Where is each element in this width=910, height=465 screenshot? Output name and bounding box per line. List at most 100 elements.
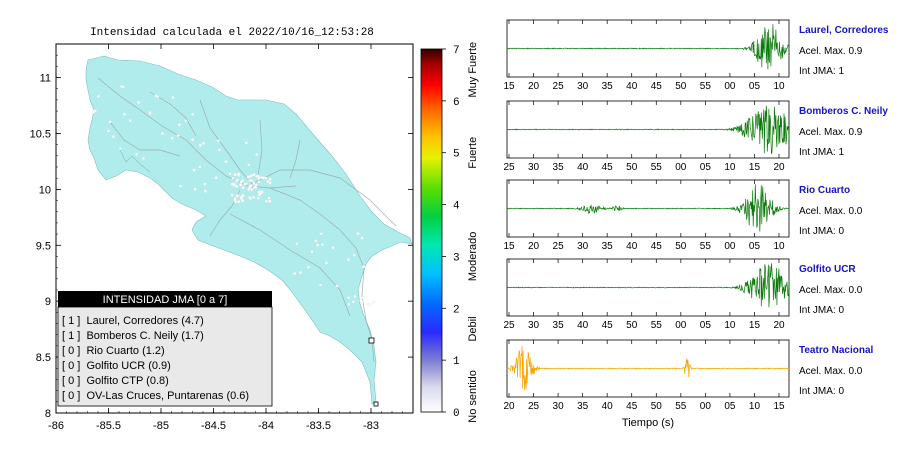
- waveform-tick-label: 50: [675, 81, 687, 92]
- waveform-tick-label: 30: [528, 162, 540, 173]
- station-dot: [171, 95, 175, 100]
- station-dot: [232, 183, 237, 187]
- station-dot: [141, 156, 146, 160]
- map-title: Intensidad calculada el 2022/10/16_12:53…: [90, 27, 374, 39]
- station-dot: [244, 141, 248, 145]
- station-dot: [191, 138, 195, 142]
- station-dot: [111, 135, 115, 139]
- waveform-tick-label: 45: [651, 81, 663, 92]
- waveform-station-name: Teatro Nacional: [799, 345, 873, 356]
- station-dot: [262, 176, 266, 180]
- station-dot: [108, 120, 112, 124]
- station-dot: [235, 178, 239, 182]
- colorbar-tick-label: 3: [453, 252, 460, 264]
- station-dot: [359, 283, 363, 287]
- waveform-jma: Int JMA: 0: [799, 386, 844, 397]
- legend-body: [57, 306, 273, 407]
- waveform-trace: [506, 346, 790, 391]
- station-dot: [217, 148, 221, 152]
- waveform-jma: Int JMA: 0: [799, 226, 844, 237]
- station-dot: [268, 199, 272, 203]
- station-dot: [235, 184, 239, 188]
- station-dot: [184, 119, 188, 123]
- station-dot: [216, 139, 220, 143]
- station-dot: [324, 261, 329, 265]
- waveform-tick-label: 40: [577, 320, 589, 331]
- station-dot: [233, 173, 237, 177]
- station-dot: [252, 181, 256, 185]
- station-dot: [147, 180, 151, 184]
- waveform-tick-label: 35: [602, 81, 614, 92]
- waveform-tick-label: 45: [651, 241, 663, 252]
- station-dot: [121, 85, 125, 89]
- road-costanera-sur: [229, 213, 351, 317]
- station-dot: [347, 302, 351, 306]
- waveform-panel: 25 30 35 40 45 50 55 00 05 10 15 20 Golfito UCR Acel.…: [503, 258, 863, 331]
- waveform-jma: Int JMA: 0: [799, 305, 844, 316]
- station-dot: [251, 195, 256, 199]
- waveform-tick-label: 15: [773, 401, 785, 412]
- colorbar-ticks: 7 6 5 4 3 2 1 0: [442, 45, 460, 420]
- station-dot: [239, 195, 243, 199]
- waveform-tick-label: 25: [528, 401, 540, 412]
- station-dot: [316, 243, 320, 247]
- station-dot: [335, 284, 339, 288]
- station-dot: [91, 110, 96, 114]
- colorbar-category-label: No sentido: [467, 370, 479, 423]
- station-dot: [198, 143, 202, 147]
- station-dot: [331, 246, 335, 250]
- station-dot: [237, 200, 241, 204]
- station-dot: [237, 172, 241, 176]
- waveform-tick-label: 55: [651, 320, 663, 331]
- station-dot: [234, 200, 238, 204]
- map-x-tick-label: -84.5: [201, 420, 226, 432]
- waveform-tick-label: 20: [503, 401, 515, 412]
- station-dot: [118, 146, 123, 151]
- road-interamericana-south: [269, 187, 375, 363]
- legend-items: [ 1 ] Laurel, Corredores (4.7) [ 1 ] Bomb…: [62, 315, 249, 402]
- waveform-tick-label: 10: [724, 162, 736, 173]
- colorbar-tick-label: 4: [453, 201, 460, 213]
- waveform-tick-label: 55: [700, 81, 712, 92]
- station-dot: [310, 250, 314, 254]
- station-dot: [136, 100, 141, 105]
- station-dot: [253, 185, 258, 189]
- station-dot: [264, 199, 268, 203]
- waveform-tick-label: 35: [553, 320, 565, 331]
- station-dot: [96, 94, 101, 98]
- station-dot: [177, 123, 181, 127]
- station-dot: [267, 196, 271, 200]
- map-y-tick-label: 8.5: [36, 352, 51, 364]
- road-san-carlos: [199, 99, 253, 185]
- legend-item: [ 1 ] Laurel, Corredores (4.7): [62, 315, 204, 327]
- station-dot: [353, 294, 357, 299]
- station-dot: [201, 141, 205, 145]
- station-dot: [306, 265, 310, 269]
- station-dot: [266, 179, 270, 183]
- waveform-xlabel: Tiempo (s): [622, 417, 674, 429]
- waveform-tick-label: 50: [651, 401, 663, 412]
- waveform-accel: Acel. Max. 0.0: [799, 206, 863, 217]
- station-dot: [203, 189, 207, 193]
- station-dot: [198, 165, 202, 169]
- waveform-jma: Int JMA: 1: [799, 66, 844, 77]
- station-dot: [352, 253, 356, 257]
- road-guanacaste: [149, 91, 197, 137]
- map-x-tick-label: -86: [48, 420, 64, 432]
- station-dot: [347, 296, 351, 300]
- waveform-tick-label: 55: [675, 401, 687, 412]
- station-dot: [255, 174, 259, 178]
- legend-item: [ 1 ] Bomberos C. Neily (1.7): [62, 330, 204, 342]
- colorbar-category-label: Moderado: [467, 232, 479, 282]
- station-dot: [257, 180, 261, 184]
- station-dot: [249, 184, 253, 188]
- legend-item: [ 0 ] Rio Cuarto (1.2): [62, 345, 165, 357]
- legend-header: [58, 291, 272, 307]
- waveform-accel: Acel. Max. 0.0: [799, 366, 863, 377]
- station-dot: [192, 168, 196, 172]
- map-y-tick-label: 10: [39, 184, 51, 196]
- waveform-tick-label: 05: [749, 81, 761, 92]
- station-dot: [214, 176, 218, 180]
- station-dot: [235, 194, 239, 198]
- waveform-tick-label: 10: [773, 241, 785, 252]
